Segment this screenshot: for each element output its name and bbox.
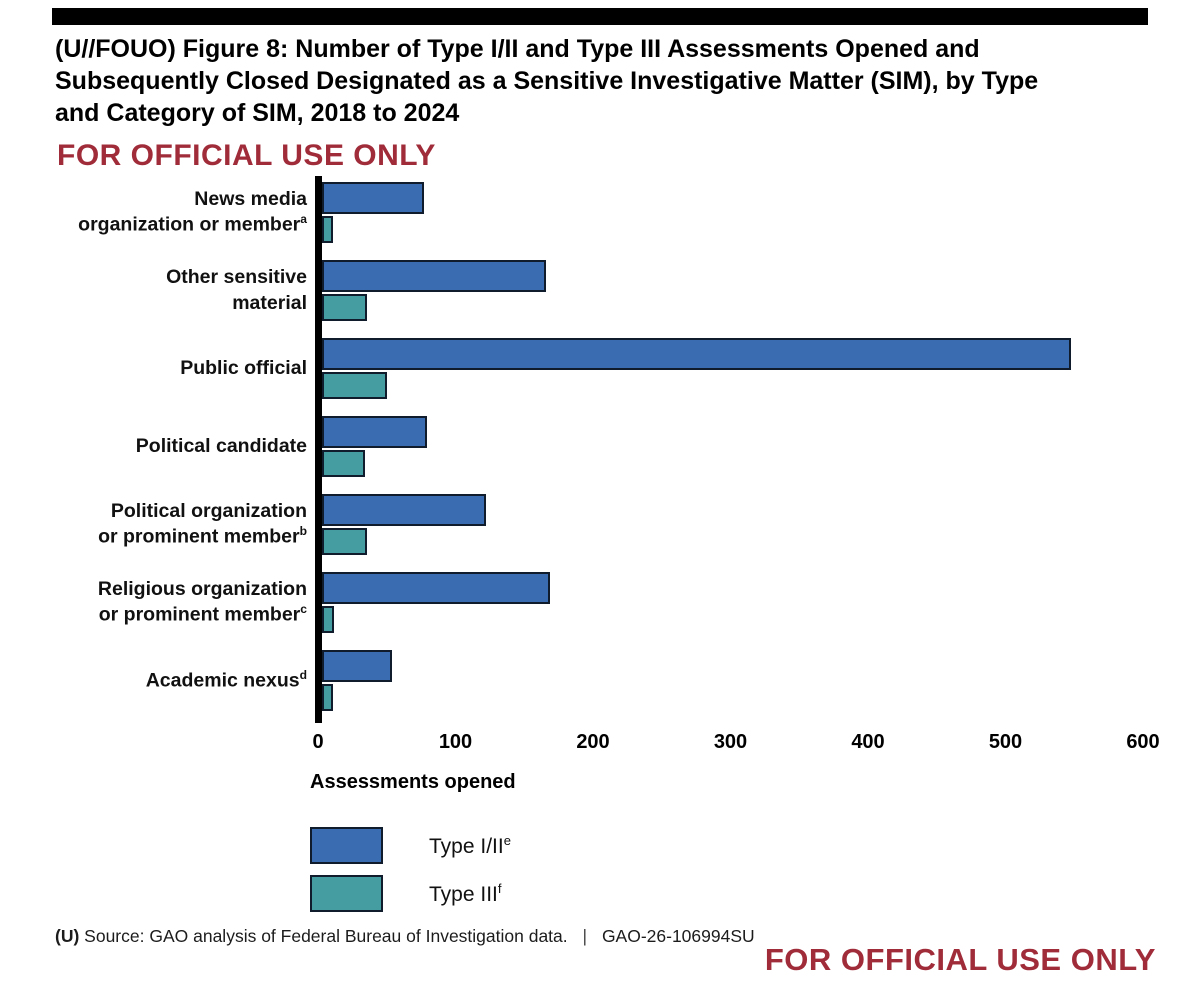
x-tick-0: 0 xyxy=(312,731,324,753)
legend-label-text: Type I/II xyxy=(429,834,504,858)
x-tick-300: 300 xyxy=(713,731,748,753)
classification-banner-bottom: FOR OFFICIAL USE ONLY xyxy=(764,942,1156,977)
chart-row: News media organization or membera xyxy=(55,182,1155,243)
legend-label-type-iii: Type IIIf xyxy=(429,881,502,907)
bar-type-i-ii xyxy=(322,572,551,604)
figure-title-line-2: Subsequently Closed Designated as a Sens… xyxy=(55,67,1039,95)
footnote-marker-f: f xyxy=(497,880,502,896)
chart-row: Religious organization or prominent membe… xyxy=(55,572,1155,633)
category-label: Religious organization or prominent membe… xyxy=(97,577,307,626)
bar-type-iii xyxy=(322,294,368,321)
bar-type-iii xyxy=(322,216,333,243)
x-tick-400: 400 xyxy=(851,731,885,753)
category-label: Public official xyxy=(180,356,307,379)
source-text: Source: GAO analysis of Federal Bureau o… xyxy=(84,926,568,946)
x-tick-600: 600 xyxy=(1126,731,1160,753)
category-bars xyxy=(322,572,1155,633)
category-label: Political candidate xyxy=(135,434,307,457)
category-bars xyxy=(322,650,1155,711)
category-label: News media organization or membera xyxy=(78,187,307,236)
report-number: GAO-26-106994SU xyxy=(601,926,755,946)
legend-item-type-iii: Type IIIf xyxy=(310,875,1155,912)
bar-type-iii xyxy=(322,450,365,477)
chart-row: Other sensitive material xyxy=(55,260,1155,321)
bar-type-i-ii xyxy=(322,182,424,214)
legend-label-type-i-ii: Type I/IIe xyxy=(429,833,511,859)
bar-type-i-ii xyxy=(322,338,1072,370)
category-bars xyxy=(322,182,1155,243)
y-axis-line xyxy=(315,176,322,723)
figure-title-line-3: and Category of SIM, 2018 to 2024 xyxy=(55,99,460,127)
x-tick-200: 200 xyxy=(576,731,610,753)
bar-type-iii xyxy=(322,372,387,399)
legend-label-text: Type III xyxy=(429,882,498,906)
footnote-marker-a: a xyxy=(300,212,307,227)
x-tick-500: 500 xyxy=(988,731,1023,753)
source-separator: | xyxy=(582,926,588,946)
x-axis-label: Assessments opened xyxy=(310,771,516,793)
footnote-marker-c: c xyxy=(300,602,307,617)
figure-title-line-1: (U//FOUO) Figure 8: Number of Type I/II … xyxy=(55,35,980,63)
source-line: (U) Source: GAO analysis of Federal Bure… xyxy=(55,926,755,947)
chart-row: Political organization or prominent membe… xyxy=(55,494,1155,555)
legend: Type I/IIe Type IIIf xyxy=(310,827,1155,912)
bar-type-iii xyxy=(322,606,335,633)
x-tick-100: 100 xyxy=(438,731,473,753)
legend-swatch-type-iii xyxy=(310,875,383,912)
figure-title: (U//FOUO) Figure 8: Number of Type I/II … xyxy=(55,33,1038,129)
bar-chart: News media organization or membera Other … xyxy=(55,176,1160,923)
x-axis-ticks: 0 100 200 300 400 500 600 xyxy=(312,731,1159,757)
footnote-marker-e: e xyxy=(503,832,511,848)
bar-type-iii xyxy=(322,684,333,711)
source-classification-mark: (U) xyxy=(55,926,80,946)
category-bars xyxy=(322,260,1155,321)
chart-row: Political candidate xyxy=(55,416,1155,477)
category-bars xyxy=(322,416,1155,477)
category-bars xyxy=(322,494,1155,555)
chart-row: Public official xyxy=(55,338,1155,399)
bar-type-iii xyxy=(322,528,368,555)
category-label: Other sensitive material xyxy=(166,266,307,314)
bar-type-i-ii xyxy=(322,260,547,292)
bar-type-i-ii xyxy=(322,650,393,682)
footnote-marker-d: d xyxy=(299,667,307,682)
category-label: Academic nexusd xyxy=(145,667,307,692)
bar-type-i-ii xyxy=(322,494,486,526)
redaction-bar xyxy=(52,8,1148,25)
legend-item-type-i-ii: Type I/IIe xyxy=(310,827,1155,864)
classification-banner-top: FOR OFFICIAL USE ONLY xyxy=(57,139,436,172)
bar-type-i-ii xyxy=(322,416,427,448)
category-label: Political organization or prominent membe… xyxy=(98,499,307,548)
chart-row: Academic nexusd xyxy=(55,650,1155,711)
chart-rows: News media organization or membera Other … xyxy=(55,176,1155,711)
footnote-marker-b: b xyxy=(299,524,307,539)
category-bars xyxy=(322,338,1155,399)
legend-swatch-type-i-ii xyxy=(310,827,383,864)
